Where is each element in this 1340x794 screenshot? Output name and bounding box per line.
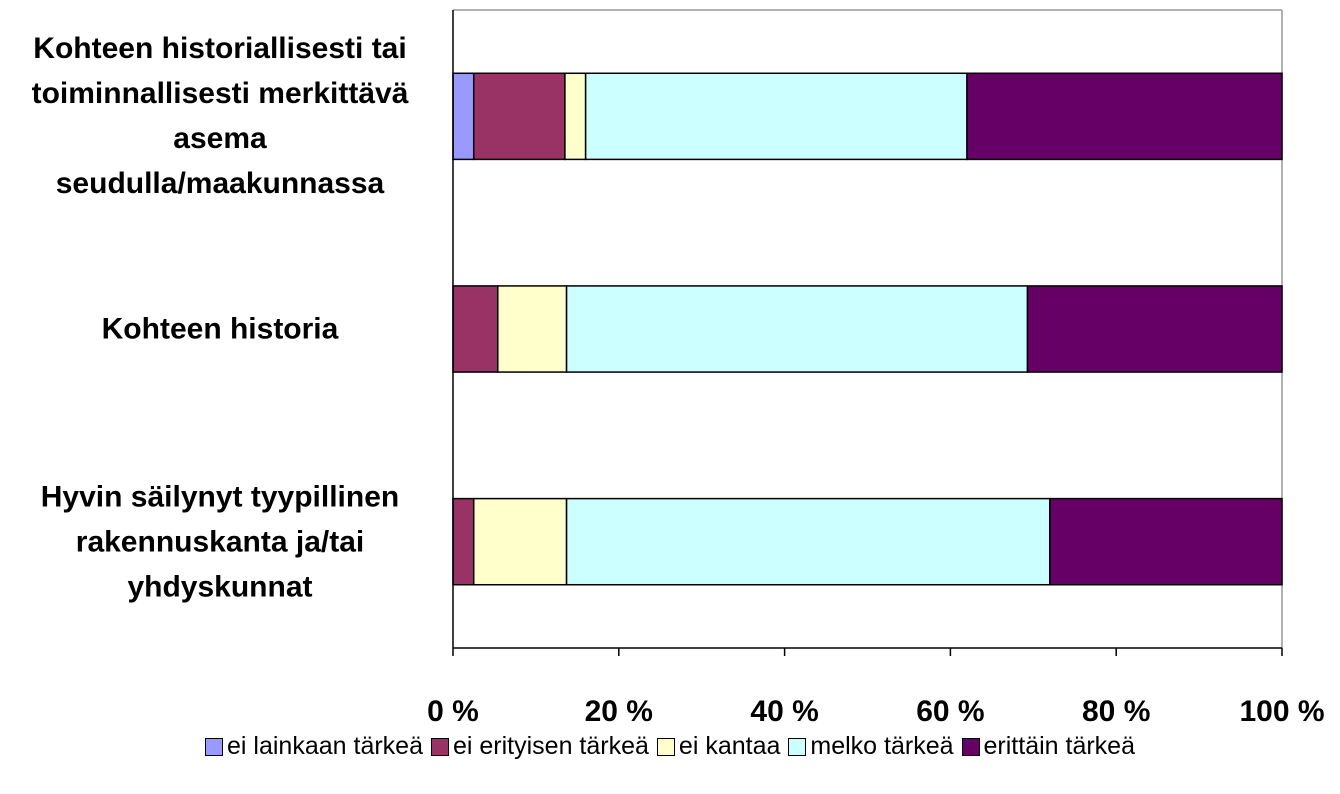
x-tick-label: 100 % — [1239, 695, 1324, 728]
bar-segment — [452, 285, 499, 373]
x-tick-label: 60 % — [916, 695, 984, 728]
legend: ei lainkaan tärkeä ei erityisen tärkeä ei … — [0, 732, 1340, 761]
category-label: Hyvin säilynyt tyypillinen rakennuskanta… — [40, 480, 400, 604]
legend-label: erittäin tärkeä — [983, 732, 1135, 760]
bar-segment — [472, 72, 566, 161]
legend-item: melko tärkeä — [788, 732, 954, 761]
legend-swatch — [430, 737, 449, 756]
bar-segment — [1049, 497, 1283, 586]
bar-segment — [584, 72, 968, 161]
x-tick-label: 80 % — [1082, 695, 1150, 728]
bar-segment — [565, 285, 1029, 373]
legend-label: melko tärkeä — [810, 732, 954, 760]
category-label: Kohteen historia — [101, 312, 339, 346]
bar-segment — [497, 285, 568, 373]
legend-swatch — [205, 737, 224, 756]
legend-item: ei erityisen tärkeä — [430, 732, 649, 761]
x-tick-label: 20 % — [585, 695, 653, 728]
legend-label: ei erityisen tärkeä — [452, 732, 649, 760]
x-tick-label: 40 % — [750, 695, 818, 728]
bar-segment — [1026, 285, 1283, 373]
bar-segment — [565, 497, 1051, 586]
x-tick-label: 0 % — [427, 695, 479, 728]
legend-swatch — [961, 737, 980, 756]
bar-segment — [452, 497, 475, 586]
legend-swatch — [788, 737, 807, 756]
bar-segment — [472, 497, 568, 586]
bar-segment — [452, 72, 475, 161]
bar-segment — [966, 72, 1283, 161]
legend-item: erittäin tärkeä — [961, 732, 1135, 761]
category-label: Kohteen historiallisesti tai toiminnalli… — [31, 32, 409, 201]
legend-swatch — [656, 737, 675, 756]
legend-label: ei lainkaan tärkeä — [227, 732, 423, 760]
legend-label: ei kantaa — [678, 732, 781, 760]
bar-segment — [564, 72, 587, 161]
legend-item: ei lainkaan tärkeä — [205, 732, 423, 761]
legend-item: ei kantaa — [656, 732, 781, 761]
